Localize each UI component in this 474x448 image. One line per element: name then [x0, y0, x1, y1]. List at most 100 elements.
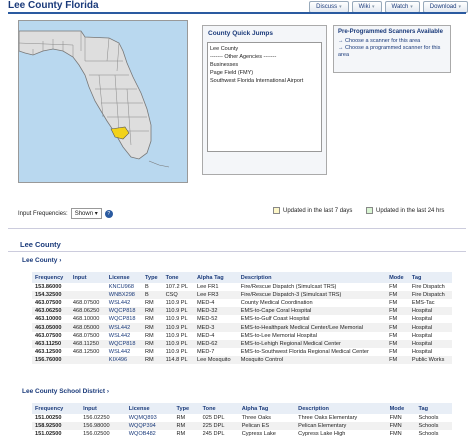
lee-county-rows: 153.86000 KNCU968 B 107.2 PL Lee FR1 Fire/Res… [32, 283, 452, 364]
cell-frequency: 463.07500 [35, 300, 62, 307]
col-type[interactable]: Type [141, 272, 163, 283]
col-description[interactable]: Description [295, 403, 387, 414]
cell-frequency: 153.86000 [35, 284, 62, 291]
cell-tag[interactable]: Hospital [411, 316, 433, 323]
cell-type: RM [144, 316, 154, 323]
col-type[interactable]: Type [173, 403, 200, 414]
cell-license[interactable]: WQQP394 [125, 422, 174, 431]
table-row: 463.11250 468.11250 WQCP818 RM 110.9 PL MED-6… [32, 339, 452, 348]
chevron-down-icon: ▾ [339, 4, 342, 10]
col-frequency[interactable]: Frequency [32, 272, 70, 283]
col-license[interactable]: License [105, 272, 142, 283]
cell-license[interactable]: WSL442 [108, 348, 131, 355]
cell-tag[interactable]: Hospital [408, 307, 452, 316]
col-input[interactable]: Input [69, 272, 106, 283]
cell-alpha-tag: MED-32 [194, 307, 238, 316]
cell-description: EMS-to-Lehigh Regional Medical Center [237, 339, 387, 348]
cell-license[interactable]: WQOB482 [128, 431, 156, 438]
col-alpha-tag[interactable]: Alpha Tag [238, 403, 296, 414]
quick-jumps-panel: County Quick Jumps Lee County ------- Ot… [202, 25, 327, 175]
cell-tone: 110.9 PL [165, 300, 188, 307]
quick-jumps-list[interactable]: Lee County ------- Other Agencies ------… [207, 42, 322, 152]
col-input[interactable]: Input [80, 403, 126, 414]
lee-county-link[interactable]: Lee County › [22, 257, 62, 264]
choose-programmed-scanner-link[interactable]: → Choose a programmed scanner for this a… [338, 45, 441, 58]
cell-tag[interactable]: Schools [415, 422, 452, 431]
input-frequencies-label: Input Frequencies: [18, 210, 68, 217]
cell-tone: 110.9 PL [162, 307, 194, 316]
cell-input: 468.07500 [72, 300, 100, 307]
cell-alpha-tag: Lee FR1 [197, 284, 219, 291]
input-frequencies-select[interactable]: Shown ▾ [70, 208, 102, 219]
cell-type: RM [144, 332, 154, 339]
choose-scanner-link[interactable]: → Choose a scanner for this area [338, 38, 421, 44]
cell-license[interactable]: WQCP818 [105, 339, 142, 348]
legend-yellow: Updated in the last 7 days [273, 207, 352, 214]
cell-input [70, 283, 106, 291]
cell-license[interactable]: WNBX298 [105, 291, 142, 300]
county-map[interactable] [18, 20, 188, 183]
table-row: 153.86000 KNCU968 B 107.2 PL Lee FR1 Fire/Res… [32, 283, 452, 291]
col-license[interactable]: License [125, 403, 174, 414]
divider [8, 228, 466, 229]
title-rule [8, 12, 466, 14]
col-alpha-tag[interactable]: Alpha Tag [194, 272, 238, 283]
cell-type: RM [141, 323, 163, 332]
cell-tag[interactable]: Hospital [411, 332, 433, 339]
cell-tag[interactable]: Hospital [408, 339, 452, 348]
cell-alpha-tag: MED-3 [194, 323, 238, 332]
cell-tag[interactable]: Schools [418, 431, 439, 438]
cell-tag[interactable]: Fire Dispatch [408, 291, 452, 300]
help-icon[interactable]: ? [104, 209, 113, 218]
cell-tag[interactable]: Fire Dispatch [411, 284, 445, 291]
cell-license[interactable]: WSL442 [105, 323, 142, 332]
cell-license[interactable]: WSL442 [108, 332, 131, 339]
cell-tone: 110.9 PL [162, 323, 194, 332]
cell-tag[interactable]: Schools [418, 415, 439, 422]
school-district-link[interactable]: Lee County School District › [22, 388, 110, 395]
cell-type: B [144, 284, 149, 291]
list-item[interactable]: Lee County [210, 46, 239, 52]
cell-input: 468.12500 [72, 348, 100, 355]
cell-tone: 225 DPL [199, 422, 239, 431]
cell-description: EMS-to-Lee Memorial Hospital [240, 332, 317, 339]
cell-license[interactable]: KNCU968 [108, 284, 134, 291]
cell-tag[interactable]: Public Works [408, 355, 452, 364]
cell-tone: 114.8 PL [162, 355, 194, 364]
col-mode[interactable]: Mode [386, 272, 409, 283]
cell-tone: 107.2 PL [165, 284, 188, 291]
col-frequency[interactable]: Frequency [32, 403, 81, 414]
cell-input: 156.98000 [80, 422, 126, 431]
col-tag[interactable]: Tag [408, 272, 452, 283]
divider [8, 251, 466, 252]
col-tone[interactable]: Tone [162, 272, 194, 283]
table-header-row: Frequency Input License Type Tone Alpha … [32, 403, 452, 414]
table-row: 158.92500 156.98000 WQQP394 RM 225 DPL Pelica… [32, 422, 452, 431]
preprogrammed-panel: Pre-Programmed Scanners Available → Choo… [333, 25, 451, 73]
col-tone[interactable]: Tone [199, 403, 239, 414]
cell-license[interactable]: WQMQ893 [128, 415, 157, 422]
col-description[interactable]: Description [237, 272, 387, 283]
col-tag[interactable]: Tag [415, 403, 452, 414]
cell-mode: FM [389, 316, 398, 323]
cell-mode: FMN [389, 431, 402, 438]
cell-tone: 110.9 PL [162, 339, 194, 348]
cell-tag[interactable]: Hospital [411, 348, 433, 355]
list-item[interactable]: Southwest Florida International Airport [210, 78, 304, 84]
list-item[interactable]: Businesses [210, 62, 239, 68]
cell-license[interactable]: KIX496 [105, 355, 142, 364]
table-row: 463.07500 468.07500 WSL442 RM 110.9 PL MED-4 C… [32, 299, 452, 307]
cell-tone: 245 DPL [202, 431, 225, 438]
cell-license[interactable]: WQCP818 [105, 307, 142, 316]
table-row: 156.76000 KIX496 RM 114.8 PL Lee Mosquito Mos… [32, 355, 452, 364]
cell-tag[interactable]: Hospital [408, 323, 452, 332]
school-district-rows: 151.00250 156.02250 WQMQ893 RM 025 DPL Three … [32, 414, 452, 438]
cell-frequency: 463.11250 [32, 339, 70, 348]
cell-tag[interactable]: EMS-Tac [411, 300, 435, 307]
lee-county-highlight [110, 126, 130, 140]
cell-license[interactable]: WQCP818 [108, 316, 136, 323]
list-item[interactable]: Page Field (FMY) [210, 70, 254, 76]
cell-alpha-tag: MED-52 [197, 316, 218, 323]
col-mode[interactable]: Mode [386, 403, 416, 414]
cell-license[interactable]: WSL442 [108, 300, 131, 307]
